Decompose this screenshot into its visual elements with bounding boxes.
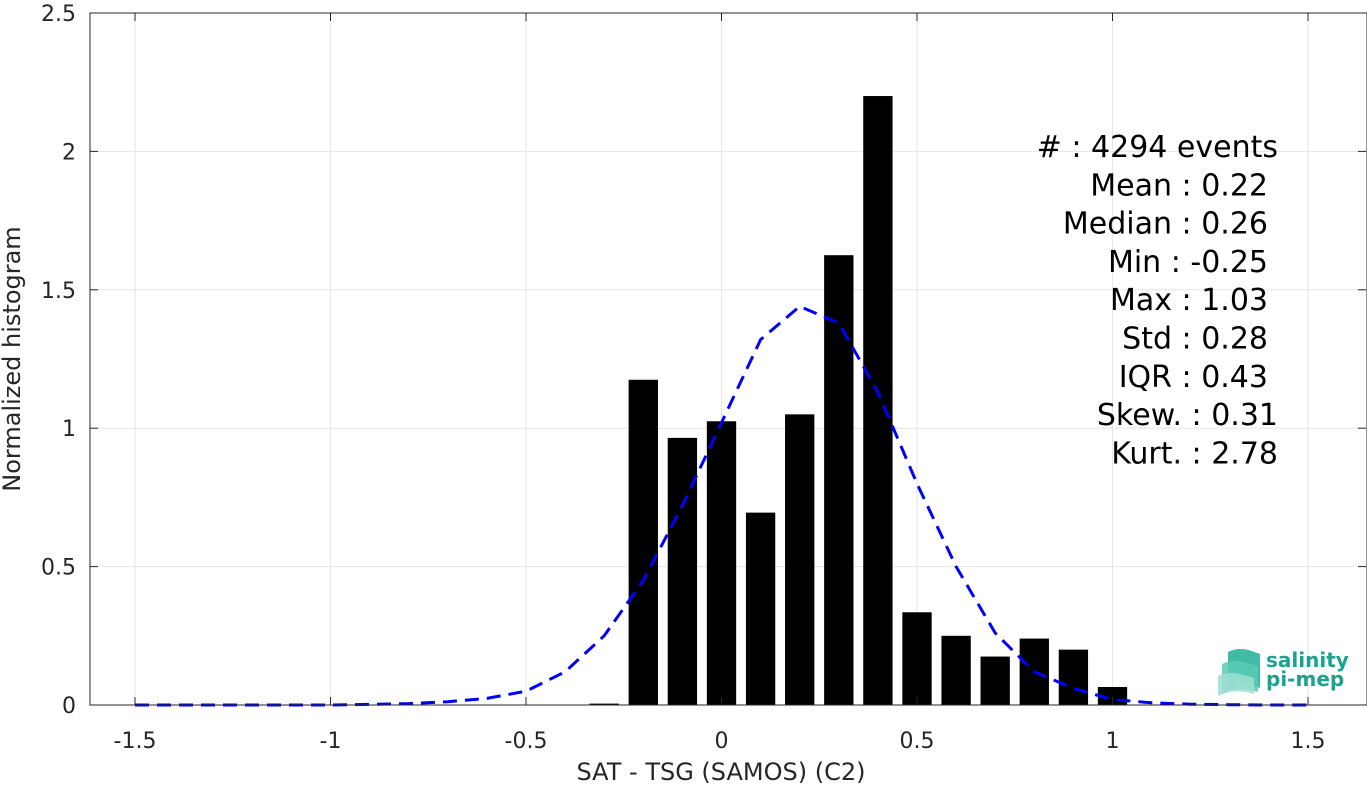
logo-text-pi-mep: pi-mep bbox=[1266, 667, 1344, 691]
y-tick-label-0: 0 bbox=[62, 694, 76, 719]
histogram-bar-0 bbox=[589, 703, 619, 705]
y-tick-label-4: 2 bbox=[62, 140, 76, 165]
x-tick-label-5: 1 bbox=[1106, 729, 1120, 754]
logo-text-salinity: salinity bbox=[1266, 648, 1349, 672]
x-tick-labels: -1.5 -1 -0.5 0 0.5 1 1.5 bbox=[114, 729, 1326, 754]
histogram-bars bbox=[589, 96, 1128, 706]
stat-line-1: Mean : 0.22 bbox=[1090, 168, 1268, 203]
histogram-bar-4 bbox=[745, 512, 776, 705]
stat-line-4: Max : 1.03 bbox=[1110, 283, 1268, 318]
stat-line-5: Std : 0.28 bbox=[1122, 322, 1268, 357]
histogram-bar-7 bbox=[863, 96, 893, 706]
stat-line-6: IQR : 0.43 bbox=[1119, 360, 1268, 395]
histogram-bar-1 bbox=[628, 379, 658, 705]
x-tick-label-1: -1 bbox=[320, 729, 342, 754]
histogram-bar-10 bbox=[980, 656, 1010, 705]
x-tick-label-6: 1.5 bbox=[1291, 729, 1326, 754]
axes-box bbox=[89, 12, 1367, 706]
y-tick-label-5: 2.5 bbox=[41, 2, 76, 27]
histogram-bar-3 bbox=[706, 421, 737, 705]
x-tick-label-2: -0.5 bbox=[505, 729, 548, 754]
histogram-bar-8 bbox=[902, 612, 932, 705]
logo-waves-icon bbox=[1218, 648, 1260, 696]
axis-ticks bbox=[90, 12, 1366, 706]
y-tick-label-1: 0.5 bbox=[41, 556, 76, 581]
histogram-bar-9 bbox=[941, 635, 971, 705]
y-tick-label-3: 1.5 bbox=[41, 279, 76, 304]
stat-line-2: Median : 0.26 bbox=[1063, 207, 1268, 242]
y-tick-labels: 0 0.5 1 1.5 2 2.5 bbox=[41, 2, 76, 719]
x-tick-label-0: -1.5 bbox=[114, 729, 157, 754]
y-tick-label-2: 1 bbox=[62, 417, 76, 442]
x-tick-label-4: 0.5 bbox=[900, 729, 935, 754]
histogram-bar-2 bbox=[667, 437, 698, 705]
salinity-pi-mep-logo: salinity pi-mep bbox=[1218, 648, 1349, 696]
stat-line-0: # : 4294 events bbox=[1037, 130, 1278, 165]
stat-line-3: Min : -0.25 bbox=[1108, 245, 1268, 280]
stat-line-7: Skew. : 0.31 bbox=[1097, 398, 1278, 433]
x-tick-label-3: 0 bbox=[715, 729, 729, 754]
stat-line-8: Kurt. : 2.78 bbox=[1111, 436, 1278, 471]
x-axis-label: SAT - TSG (SAMOS) (C2) bbox=[577, 758, 866, 785]
histogram-bar-12 bbox=[1058, 649, 1089, 705]
y-axis-label: Normalized histogram bbox=[0, 226, 26, 491]
fit-curve bbox=[135, 304, 1308, 707]
histogram-bar-6 bbox=[824, 255, 854, 705]
histogram-bar-5 bbox=[785, 414, 815, 705]
